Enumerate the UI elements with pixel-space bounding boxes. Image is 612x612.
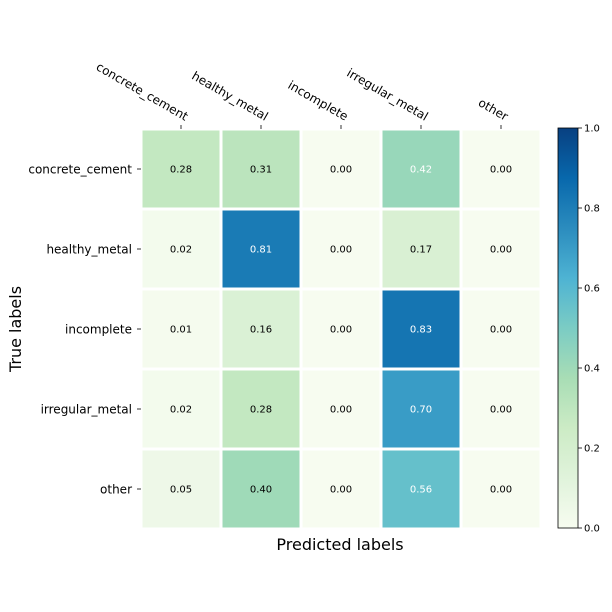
heatmap-cell-r3-c1 [222,370,300,448]
cell-value-label: 0.00 [490,325,512,336]
cell-value-label: 0.00 [490,485,512,496]
heatmap-cell-r4-c1 [222,450,300,528]
heatmap-cell-r1-c1 [222,210,300,288]
x-tick-label: incomplete [285,78,350,124]
cell-value-label: 0.00 [490,405,512,416]
x-axis-label: Predicted labels [276,535,403,554]
y-axis-label: True labels [6,286,25,373]
heatmap-cell-r0-c3 [382,130,460,208]
heatmap-cell-r3-c2 [302,370,380,448]
cell-value-label: 0.42 [410,165,432,176]
colorbar-tick-label: 1.0 [584,124,600,135]
heatmap-cell-r1-c0 [142,210,220,288]
heatmap-cell-r3-c4 [462,370,540,448]
x-tick-label: healthy_metal [189,69,270,124]
x-tick-label: concrete_cement [94,60,191,124]
colorbar-tick-label: 0.2 [584,444,600,455]
cell-value-label: 0.83 [410,325,432,336]
y-tick-label: other [100,483,132,497]
cell-value-label: 0.17 [410,245,432,256]
cell-value-label: 0.00 [330,325,352,336]
heatmap-cell-r4-c0 [142,450,220,528]
heatmap-cell-r4-c3 [382,450,460,528]
cell-value-label: 0.31 [250,165,272,176]
heatmap-cell-r0-c4 [462,130,540,208]
cell-value-label: 0.28 [250,405,272,416]
y-tick-labels: concrete_cement healthy_metal incomplete ir… [28,163,141,497]
colorbar-ticks: 0.0 0.2 0.4 0.6 0.8 1.0 [578,124,600,535]
cell-value-label: 0.00 [330,485,352,496]
cell-value-label: 0.40 [250,485,272,496]
heatmap-cell-labels: 0.28 0.31 0.00 0.42 0.00 0.02 0.81 0.00 0.17 0.00… [170,165,512,496]
cell-value-label: 0.05 [170,485,192,496]
heatmap-cell-r3-c3 [382,370,460,448]
y-tick-label: concrete_cement [28,163,132,177]
cell-value-label: 0.56 [410,485,432,496]
heatmap-cell-r1-c2 [302,210,380,288]
heatmap-cell-r0-c1 [222,130,300,208]
heatmap-cell-r0-c0 [142,130,220,208]
cell-value-label: 0.00 [330,165,352,176]
colorbar-tick-label: 0.0 [584,524,600,535]
heatmap-cell-r2-c2 [302,290,380,368]
heatmap-cell-r4-c2 [302,450,380,528]
cell-value-label: 0.00 [490,245,512,256]
heatmap-cell-r2-c0 [142,290,220,368]
cell-value-label: 0.16 [250,325,272,336]
x-tick-label: other [476,95,511,123]
heatmap-cell-r4-c4 [462,450,540,528]
heatmap-cell-r0-c2 [302,130,380,208]
colorbar-tick-label: 0.4 [584,364,600,375]
heatmap-cell-r1-c3 [382,210,460,288]
cell-value-label: 0.00 [490,165,512,176]
cell-value-label: 0.01 [170,325,192,336]
cell-value-label: 0.28 [170,165,192,176]
heatmap-cell-r1-c4 [462,210,540,288]
heatmap-cell-r2-c4 [462,290,540,368]
y-tick-label: irregular_metal [41,403,132,417]
cell-value-label: 0.00 [330,405,352,416]
cell-value-label: 0.00 [330,245,352,256]
heatmap-cells [142,130,540,528]
cell-value-label: 0.81 [250,245,272,256]
colorbar-tick-label: 0.6 [584,284,600,295]
colorbar-tick-label: 0.8 [584,204,600,215]
x-tick-label: irregular_metal [344,66,430,124]
cell-value-label: 0.02 [170,245,192,256]
colorbar [557,127,579,529]
y-tick-label: incomplete [65,323,132,337]
cell-value-label: 0.02 [170,405,192,416]
heatmap-cell-r2-c1 [222,290,300,368]
heatmap-cell-r3-c0 [142,370,220,448]
y-tick-label: healthy_metal [46,243,132,257]
cell-value-label: 0.70 [410,405,432,416]
heatmap-cell-r2-c3 [382,290,460,368]
